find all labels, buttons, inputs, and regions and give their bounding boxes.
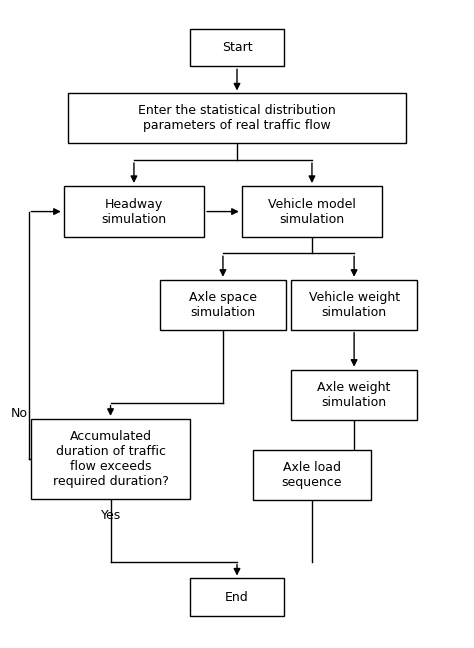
FancyBboxPatch shape bbox=[291, 369, 417, 420]
Text: Vehicle model
simulation: Vehicle model simulation bbox=[268, 198, 356, 226]
FancyBboxPatch shape bbox=[64, 186, 204, 237]
FancyBboxPatch shape bbox=[190, 579, 284, 616]
FancyBboxPatch shape bbox=[68, 93, 406, 143]
FancyBboxPatch shape bbox=[291, 280, 417, 330]
Text: Vehicle weight
simulation: Vehicle weight simulation bbox=[309, 291, 400, 319]
Text: End: End bbox=[225, 590, 249, 603]
Text: No: No bbox=[11, 408, 27, 421]
Text: Accumulated
duration of traffic
flow exceeds
required duration?: Accumulated duration of traffic flow exc… bbox=[53, 430, 168, 488]
FancyBboxPatch shape bbox=[242, 186, 382, 237]
Text: Start: Start bbox=[222, 41, 252, 54]
Text: Yes: Yes bbox=[101, 509, 121, 522]
FancyBboxPatch shape bbox=[190, 29, 284, 66]
Text: Axle weight
simulation: Axle weight simulation bbox=[318, 380, 391, 409]
FancyBboxPatch shape bbox=[31, 419, 190, 499]
FancyBboxPatch shape bbox=[254, 450, 371, 500]
Text: Axle load
sequence: Axle load sequence bbox=[282, 461, 342, 489]
Text: Enter the statistical distribution
parameters of real traffic flow: Enter the statistical distribution param… bbox=[138, 104, 336, 132]
Text: Headway
simulation: Headway simulation bbox=[101, 198, 166, 226]
FancyBboxPatch shape bbox=[160, 280, 286, 330]
Text: Axle space
simulation: Axle space simulation bbox=[189, 291, 257, 319]
